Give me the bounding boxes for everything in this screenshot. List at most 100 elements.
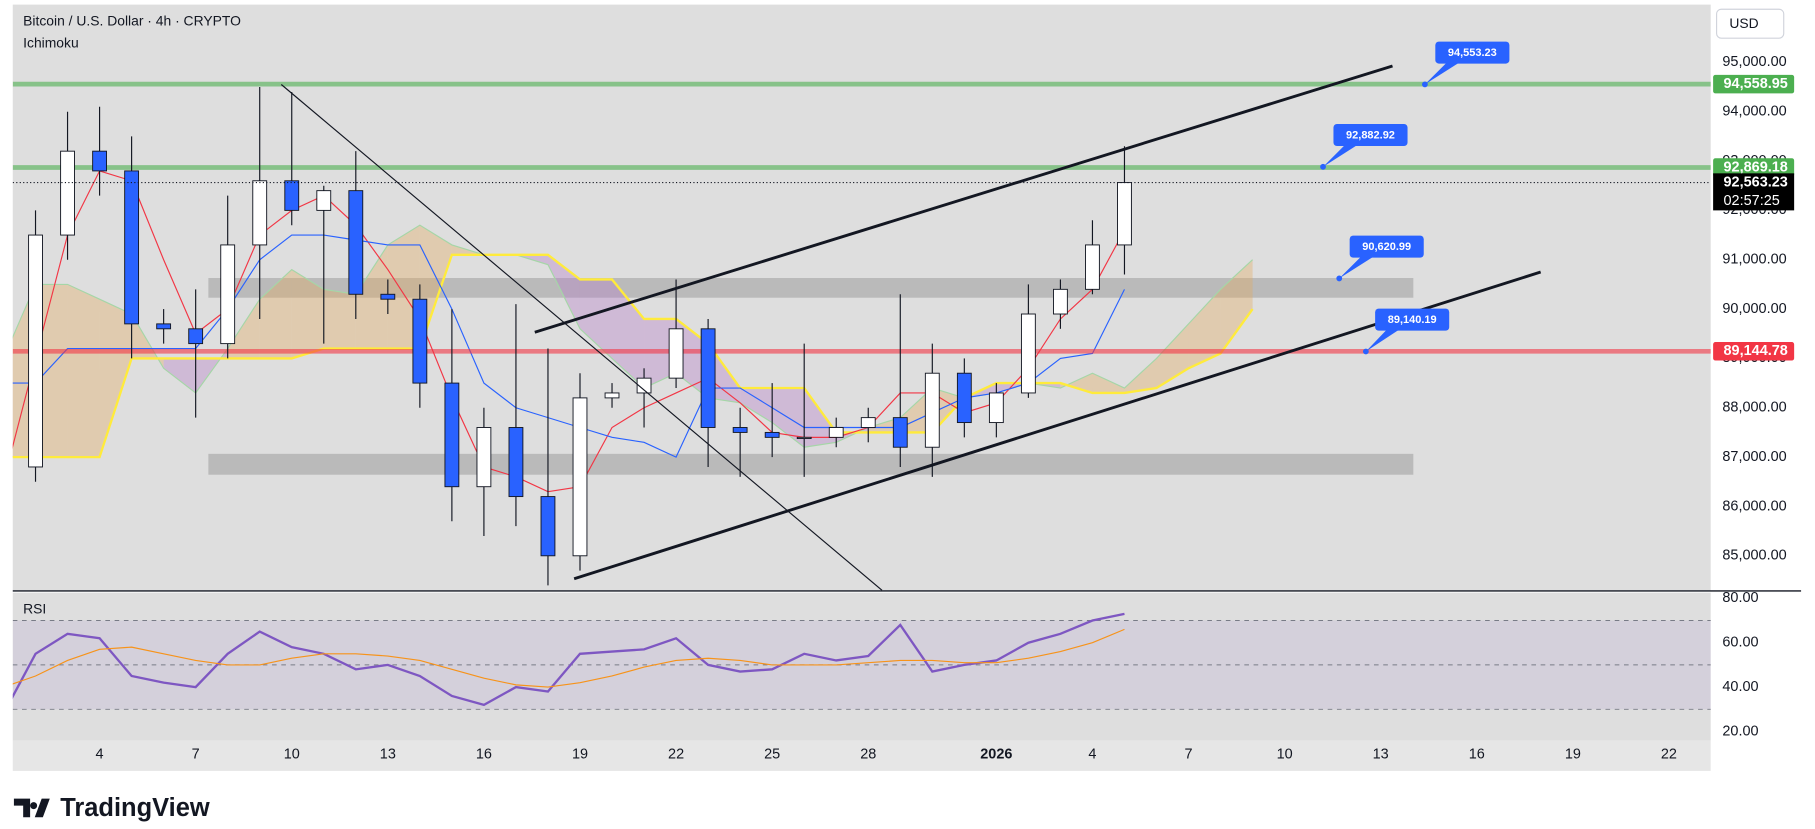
callout-tail [1323, 142, 1362, 167]
currency-button[interactable] [1716, 8, 1785, 39]
candle-body [412, 298, 428, 384]
candle-body [476, 427, 492, 488]
y-tick-label: 86,000.00 [1722, 498, 1786, 514]
callout-box [1435, 41, 1510, 64]
candle-body [892, 417, 908, 448]
rsi-tick-label: 80.00 [1722, 590, 1758, 606]
x-tick-label: 7 [192, 747, 200, 763]
candle-body [348, 190, 364, 295]
candle-body [508, 427, 524, 498]
y-tick-label: 94,000.00 [1722, 104, 1786, 120]
callout-label: 90,620.99 [1362, 241, 1411, 253]
candle-body [1085, 244, 1100, 290]
cloud-segment [547, 254, 580, 329]
level-tag [1713, 342, 1795, 361]
cloud-segment [419, 225, 452, 349]
cloud-segment [1060, 373, 1093, 393]
x-tick-label: 4 [96, 747, 104, 763]
y-tick-label: 87,000.00 [1722, 449, 1786, 465]
rsi-line [12, 612, 1125, 707]
cloud-segment [1188, 289, 1221, 369]
callout-point [1336, 275, 1343, 282]
cloud-segment [900, 388, 933, 433]
x-tick-label: 16 [476, 747, 492, 763]
rsi-plot [12, 612, 1711, 710]
level-label: 94,558.95 [1724, 76, 1788, 92]
candle-body [828, 427, 844, 438]
callout-tail [1365, 327, 1403, 352]
level-tag [1713, 74, 1795, 94]
cloud-segment [163, 358, 196, 393]
price-pane [12, 4, 1711, 591]
cloud-segment [67, 284, 100, 458]
y-tick-label: 85,000.00 [1722, 548, 1786, 564]
level-label: 92,869.18 [1724, 159, 1788, 175]
last-price-label: 92,563.23 [1724, 174, 1788, 190]
logo-icon [13, 798, 50, 818]
candle-body [924, 372, 940, 448]
candle-body [668, 328, 684, 379]
candle-body [540, 496, 556, 557]
candle-body [252, 180, 268, 246]
level-label: 89,144.78 [1724, 343, 1788, 359]
candle-body [860, 417, 876, 428]
rsi-title: RSI [23, 601, 46, 617]
x-tick-label: 13 [380, 747, 396, 763]
countdown: 02:57:25 [1724, 193, 1780, 209]
candle-body [636, 377, 652, 394]
rsi-tick-label: 20.00 [1722, 723, 1758, 739]
overlay: 95,000.0094,000.0093,000.0092,000.0091,0… [96, 41, 1795, 763]
y-tick-label: 95,000.00 [1722, 54, 1786, 70]
candle-body [444, 382, 460, 488]
y-tick-label: 88,000.00 [1722, 400, 1786, 416]
candle-body [380, 293, 396, 300]
cloud-span-a [12, 224, 1253, 448]
time-axis [12, 740, 1711, 771]
callout-label: 92,882.92 [1346, 129, 1395, 141]
price-plot [12, 81, 1711, 586]
cloud-segment [259, 269, 292, 359]
candle-body [92, 150, 107, 172]
x-tick-label: 2026 [980, 747, 1012, 763]
rsi-tick-label: 40.00 [1722, 679, 1758, 695]
last-price-tag [1713, 173, 1795, 211]
cloud-segment [932, 388, 965, 433]
candle-body [284, 180, 300, 211]
candle-body [1117, 182, 1132, 246]
candle-body [188, 328, 204, 345]
zone [208, 277, 1414, 298]
cloud-segment [804, 388, 837, 448]
cloud-segment [291, 269, 324, 359]
y-tick-label: 90,000.00 [1722, 301, 1786, 317]
candle-body [700, 328, 716, 428]
x-tick-label: 10 [284, 747, 300, 763]
candle-body [796, 436, 812, 439]
brand-name: TradingView [60, 794, 210, 822]
x-tick-label: 19 [1565, 747, 1581, 763]
candle-body [604, 392, 620, 399]
callout-point [1422, 81, 1428, 88]
cloud-segment [579, 279, 613, 359]
currency-label[interactable]: USD [1729, 15, 1758, 31]
callout-point [1362, 348, 1369, 355]
y-tick-label: 91,000.00 [1722, 252, 1786, 268]
x-tick-label: 10 [1277, 747, 1293, 763]
candle-body [572, 397, 588, 557]
candle-body [220, 244, 236, 345]
rsi-line [12, 628, 1125, 688]
rsi-pane [12, 592, 1711, 741]
candle-body [764, 431, 780, 438]
candle-body [1020, 313, 1036, 394]
candle-body [124, 170, 140, 325]
indicator-name: Ichimoku [23, 35, 79, 51]
candle-body [988, 392, 1004, 424]
cloud-segment [1028, 383, 1061, 389]
x-tick-label: 7 [1185, 747, 1193, 763]
candle-body [732, 427, 748, 433]
callout-box [1349, 235, 1424, 258]
rsi-band [12, 620, 1711, 710]
x-tick-label: 4 [1088, 747, 1096, 763]
candle-body [316, 190, 332, 211]
callout-box [1333, 123, 1408, 146]
